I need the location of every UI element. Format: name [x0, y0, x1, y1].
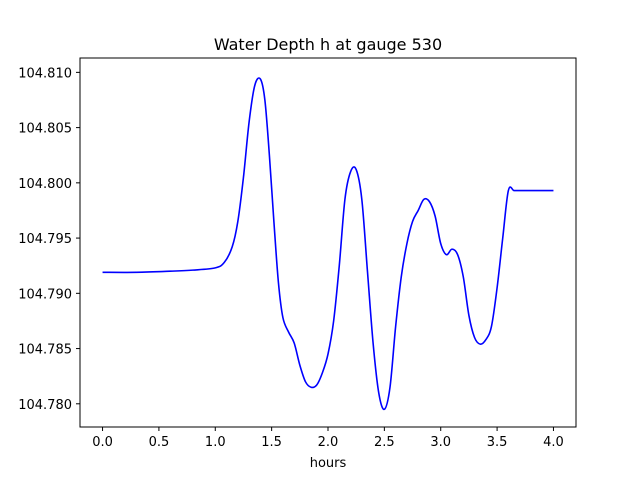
plot-frame: [79, 57, 577, 428]
x-tick-label: 0.0: [92, 435, 113, 450]
plot-area: [102, 77, 554, 411]
x-axis-ticks: 0.0 0.5 1.0 1.5 2.0 2.5 3.0 3.5 4.0: [92, 427, 564, 450]
y-tick-label: 104.795: [18, 232, 72, 247]
y-tick-label: 104.790: [18, 287, 72, 302]
y-tick-label: 104.785: [18, 343, 72, 358]
x-axis-label: hours: [310, 456, 347, 471]
x-tick-label: 4.0: [543, 435, 564, 450]
x-tick-label: 0.5: [149, 435, 170, 450]
y-tick-label: 104.810: [18, 66, 72, 81]
chart-title: Water Depth h at gauge 530: [214, 35, 442, 54]
x-tick-label: 2.0: [318, 435, 339, 450]
x-tick-label: 1.0: [205, 435, 226, 450]
y-tick-label: 104.800: [18, 177, 72, 192]
series-line-0: [102, 77, 554, 411]
x-tick-label: 3.5: [487, 435, 508, 450]
x-tick-label: 2.5: [374, 435, 395, 450]
y-axis-ticks: 104.780 104.785 104.790 104.795 104.800 104.8…: [18, 66, 80, 413]
y-tick-label: 104.780: [18, 398, 72, 413]
x-tick-label: 3.0: [430, 435, 451, 450]
y-tick-label: 104.805: [18, 122, 72, 137]
x-tick-label: 1.5: [261, 435, 282, 450]
